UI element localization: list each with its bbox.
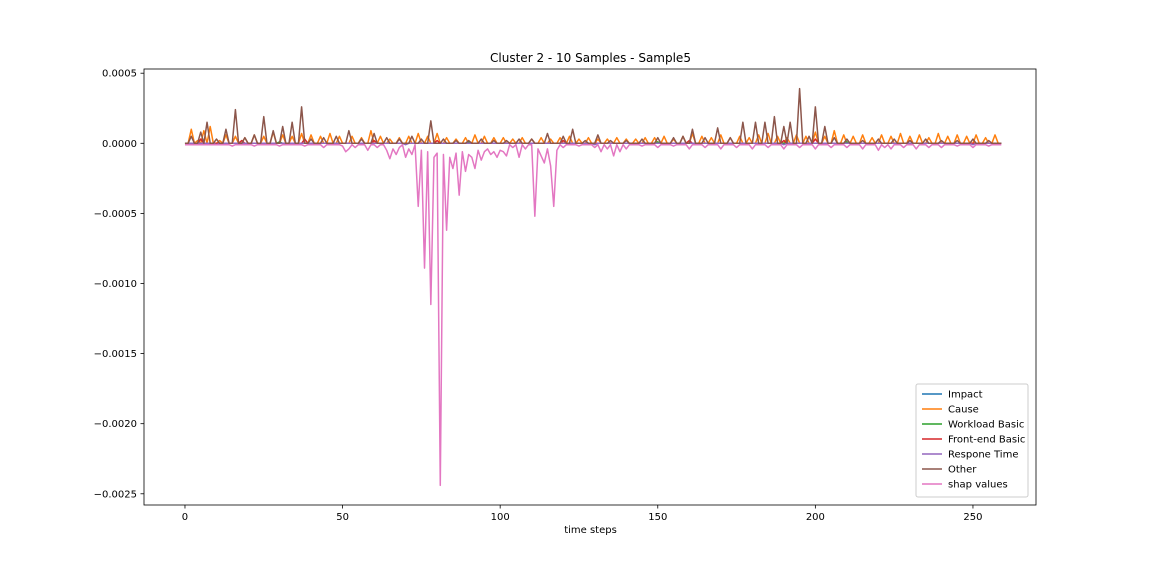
legend-label: Respone Time	[948, 450, 1018, 461]
legend-box	[915, 383, 1029, 498]
x-tick-label: 200	[806, 512, 825, 523]
x-tick-label: 250	[963, 512, 982, 523]
y-tick-label: 0.0005	[102, 69, 137, 80]
y-tick-label: −0.0010	[94, 279, 137, 290]
series-line-shap-values	[184, 143, 1002, 487]
chart-title: Cluster 2 - 10 Samples - Sample5	[490, 51, 691, 65]
y-tick-label: 0.0000	[102, 139, 137, 150]
legend: Impact Cause Workload Basic Front-end Basic…	[915, 383, 1029, 498]
plot-frame	[143, 68, 1037, 506]
y-tick-label: −0.0020	[94, 419, 137, 430]
x-axis-label: time steps	[564, 525, 617, 536]
y-tick-label: −0.0025	[94, 489, 137, 500]
legend-label: Cause	[948, 405, 979, 416]
y-tick-label: −0.0005	[94, 209, 137, 220]
y-tick-label: −0.0015	[94, 349, 137, 360]
legend-label: Workload Basic	[948, 420, 1024, 431]
x-tick-label: 0	[182, 512, 188, 523]
x-tick-label: 100	[491, 512, 510, 523]
legend-label: Other	[948, 465, 977, 476]
x-tick-label: 50	[336, 512, 349, 523]
series-line-other	[184, 87, 1002, 145]
x-tick-label: 150	[648, 512, 667, 523]
legend-label: Impact	[948, 390, 983, 401]
legend-label: shap values	[948, 480, 1008, 491]
legend-label: Front-end Basic	[948, 435, 1025, 446]
